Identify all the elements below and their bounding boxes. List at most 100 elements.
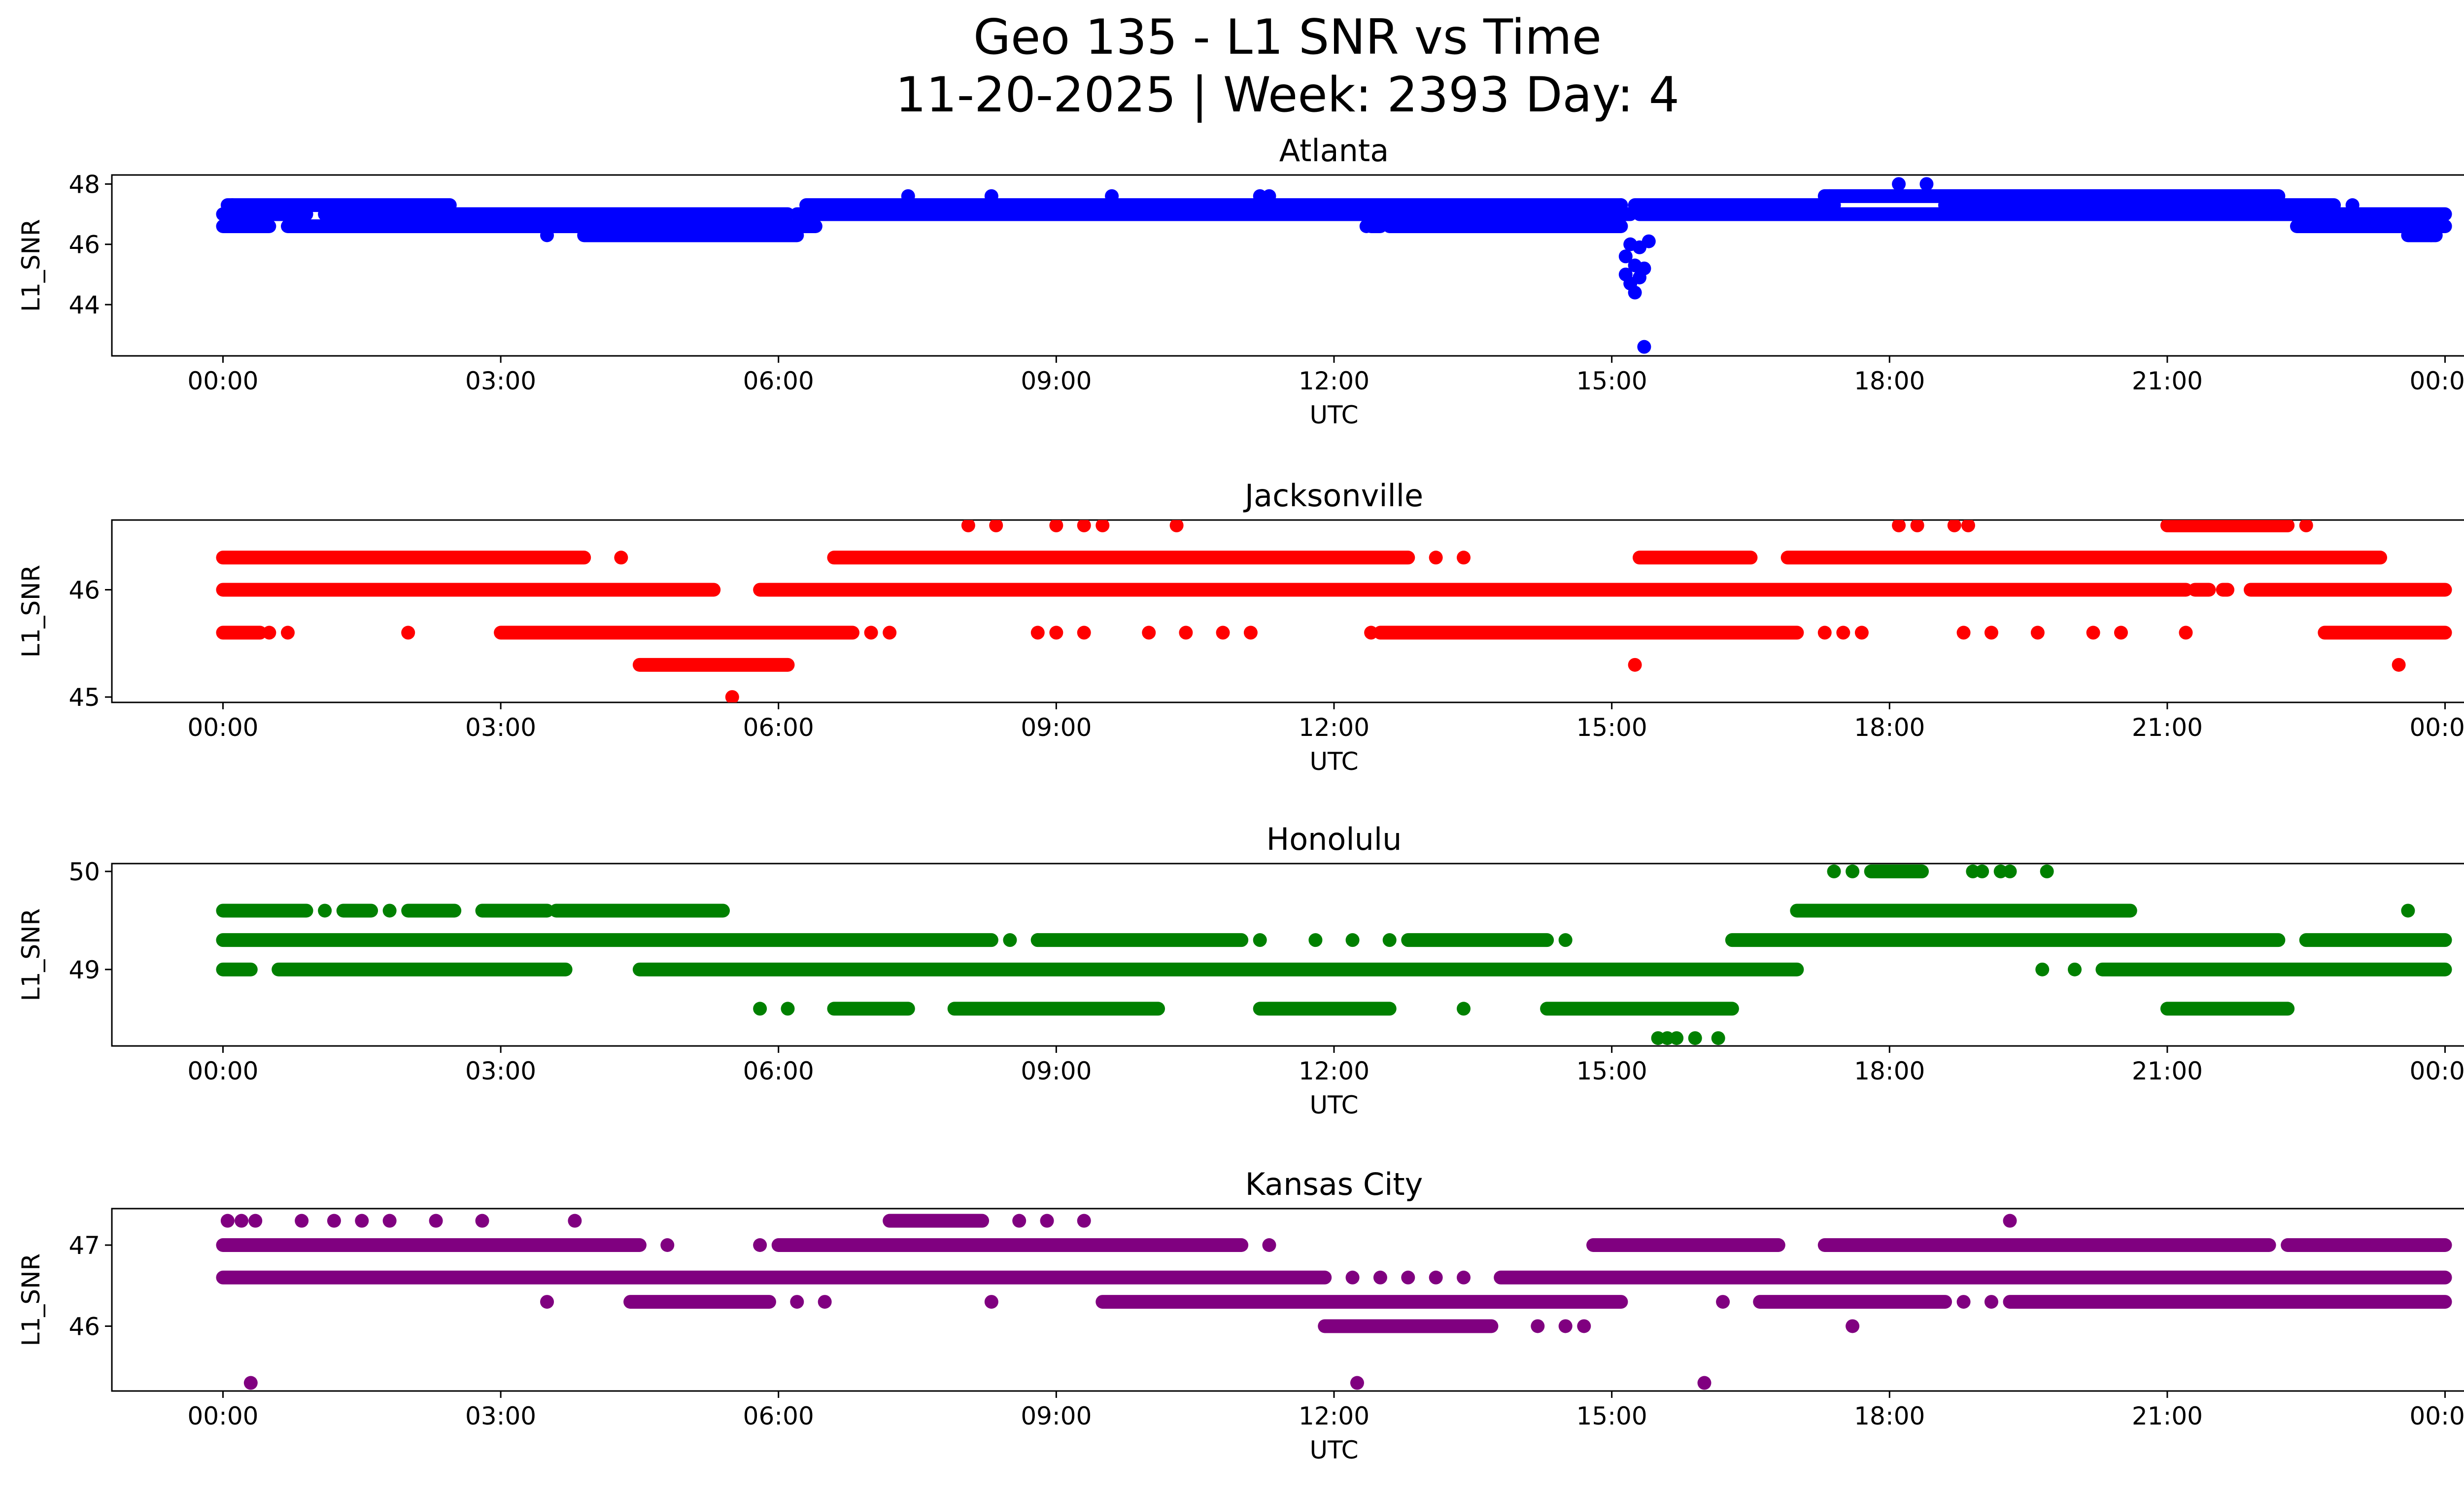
data-point-34 [1892, 520, 1906, 532]
x-tick-label: 18:00 [1854, 1402, 1925, 1430]
x-tick-label: 00:00 [2409, 1057, 2464, 1085]
data-point-15 [1262, 1238, 1276, 1252]
data-point-25 [725, 690, 739, 702]
data-point-20 [1457, 1270, 1471, 1285]
data-point-14 [753, 1238, 767, 1252]
data-point-3 [984, 189, 998, 203]
data-point-16 [1817, 626, 1832, 640]
data-point-18 [1688, 1031, 1702, 1045]
data-point-29 [2424, 228, 2438, 243]
data-point-11 [1142, 626, 1156, 640]
data-point-27 [1984, 1295, 1998, 1309]
data-point-6 [382, 1214, 397, 1228]
y-axis-label: L1_SNR [17, 219, 45, 312]
subplot-title: Jacksonville [1243, 478, 1423, 514]
subplot-atlanta: Atlanta 00:00 03:00 06:00 09:00 12:00 15:00 18:… [17, 133, 2464, 429]
data-point-34 [1697, 1376, 1711, 1390]
y-tick-label: 48 [68, 170, 100, 199]
axes-frame [111, 519, 2464, 703]
x-tick-label: 09:00 [1021, 713, 1092, 742]
x-tick-label: 15:00 [1576, 1402, 1647, 1430]
data-point-1 [235, 1214, 249, 1228]
data-point-5 [1253, 933, 1267, 947]
data-point-6 [1262, 189, 1276, 203]
data-point-0 [220, 1214, 235, 1228]
data-series [216, 1214, 2452, 1390]
x-tick-label: 15:00 [1576, 1057, 1647, 1085]
data-series [216, 864, 2452, 1045]
data-point-18 [1401, 1270, 1415, 1285]
data-point-27 [2262, 198, 2276, 212]
data-point-1 [1429, 551, 1443, 565]
x-tick-label: 03:00 [465, 1402, 536, 1430]
data-point-20 [1984, 626, 1998, 640]
data-point-19 [1429, 1270, 1443, 1285]
subplot-jacksonville: Jacksonville 00:00 03:00 06:00 09:00 12:00 15:… [17, 478, 2464, 776]
data-point-30 [2438, 219, 2452, 233]
x-tick-label: 00:00 [2409, 713, 2464, 742]
data-point-6 [1308, 933, 1323, 947]
x-axis-label: UTC [1309, 1436, 1358, 1464]
data-point-38 [2299, 520, 2313, 532]
data-point-26 [2040, 864, 2054, 878]
data-point-14 [1628, 285, 1642, 300]
axes-frame [111, 863, 2464, 1047]
data-point-12 [753, 1002, 767, 1016]
data-point-21 [2030, 626, 2045, 640]
y-axis-label: L1_SNR [17, 908, 45, 1002]
data-point-22 [790, 1295, 804, 1309]
data-point-25 [2086, 207, 2100, 221]
data-point-17 [1373, 1270, 1387, 1285]
data-point-24 [2003, 207, 2017, 221]
x-tick-label: 12:00 [1299, 713, 1369, 742]
data-point-8 [1382, 933, 1397, 947]
data-point-3 [1003, 933, 1017, 947]
x-tick-label: 06:00 [743, 1057, 814, 1085]
x-tick-label: 00:00 [187, 1057, 258, 1085]
data-point-27 [2401, 904, 2415, 918]
data-point-10 [2035, 962, 2050, 976]
data-point-32 [243, 1376, 258, 1390]
y-tick-label: 46 [68, 1312, 100, 1341]
x-tick-label: 21:00 [2132, 713, 2203, 742]
figure-title-line-1: Geo 135 - L1 SNR vs Time [973, 9, 1602, 66]
data-point-27 [2392, 658, 2406, 672]
data-point-10 [1077, 626, 1091, 640]
data-point-7 [429, 1214, 443, 1228]
data-point-17 [1637, 340, 1651, 354]
data-point-5 [355, 1214, 369, 1228]
x-tick-label: 06:00 [743, 1402, 814, 1430]
x-tick-label: 06:00 [743, 367, 814, 395]
data-point-2 [1457, 551, 1471, 565]
data-point-11 [1040, 1214, 1054, 1228]
data-point-23 [818, 1295, 832, 1309]
subplot-kansas-city: Kansas City 00:00 03:00 06:00 09:00 12:00 15:0… [17, 1166, 2464, 1464]
data-point-15 [1364, 626, 1378, 640]
y-tick-label: 44 [68, 291, 100, 319]
x-tick-label: 18:00 [1854, 1057, 1925, 1085]
x-tick-label: 09:00 [1021, 1402, 1092, 1430]
data-point-26 [1956, 1295, 1971, 1309]
y-tick-label: 49 [68, 956, 100, 984]
data-point-13 [660, 1238, 675, 1252]
data-point-31 [1846, 1319, 1860, 1333]
data-point-17 [1836, 626, 1850, 640]
data-point-9 [568, 1214, 582, 1228]
x-tick-label: 12:00 [1299, 1057, 1369, 1085]
data-point-2 [494, 904, 508, 918]
data-point-28 [2345, 198, 2360, 212]
data-point-2 [248, 1214, 263, 1228]
data-point-16 [1345, 1270, 1360, 1285]
data-point-9 [1618, 249, 1633, 264]
data-point-14 [1243, 626, 1258, 640]
data-point-14 [1457, 1002, 1471, 1016]
data-point-4 [1030, 933, 1045, 947]
x-tick-label: 06:00 [743, 713, 814, 742]
subplot-title: Kansas City [1245, 1166, 1423, 1202]
x-axis-label: UTC [1309, 401, 1358, 429]
data-point-5 [401, 626, 415, 640]
data-point-0 [614, 551, 628, 565]
data-point-0 [225, 198, 240, 212]
data-point-35 [1910, 520, 1924, 532]
data-point-8 [475, 1214, 489, 1228]
